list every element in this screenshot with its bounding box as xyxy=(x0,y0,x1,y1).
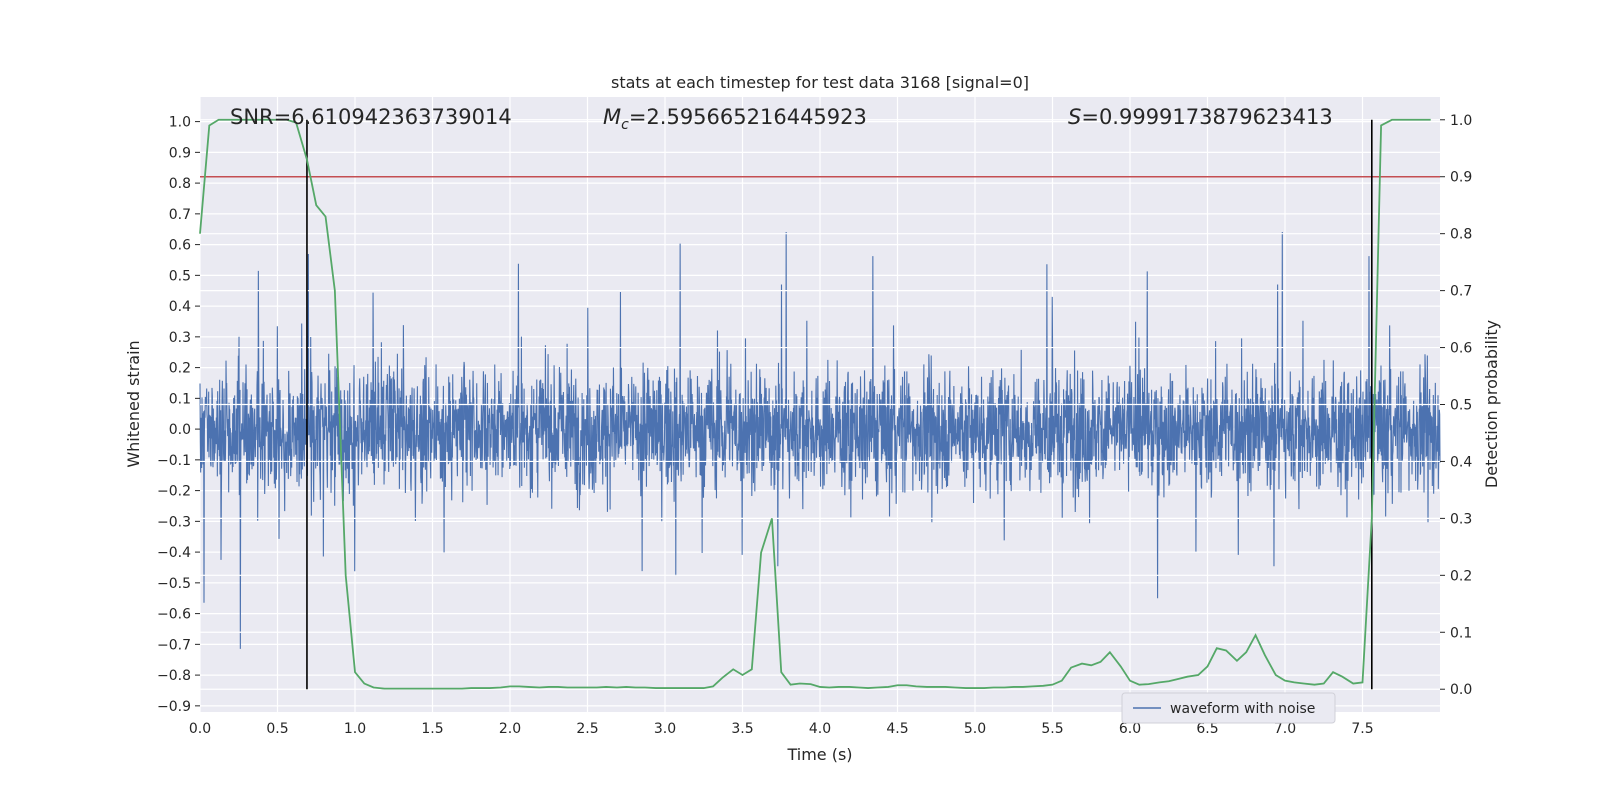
y-tick-label: −0.2 xyxy=(157,484,191,500)
x-tick-label: 3.5 xyxy=(731,721,753,737)
x-tick-label: 3.0 xyxy=(654,721,676,737)
y2-tick-label: 0.6 xyxy=(1450,341,1472,357)
chart-title: stats at each timestep for test data 316… xyxy=(611,73,1029,92)
legend: waveform with noise xyxy=(1121,692,1336,724)
s-annotation: S=0.9999173879623413 xyxy=(1068,105,1333,129)
y-tick-label: 0.2 xyxy=(169,361,191,377)
y2-tick-label: 0.0 xyxy=(1450,682,1472,698)
x-tick-label: 7.5 xyxy=(1351,721,1373,737)
mc-subscript: c xyxy=(621,117,629,133)
y2-tick-label: 0.7 xyxy=(1450,284,1472,300)
x-tick-label: 4.5 xyxy=(886,721,908,737)
probability-line xyxy=(199,118,1431,690)
y2-tick-label: 0.2 xyxy=(1450,568,1472,584)
overlay xyxy=(199,118,1440,690)
x-tick-label: 5.0 xyxy=(964,721,986,737)
y-tick-label: 0.5 xyxy=(169,268,191,284)
y-tick-label: −0.4 xyxy=(157,545,191,561)
x-axis-label: Time (s) xyxy=(786,745,852,764)
strain-line xyxy=(199,231,1441,649)
y-tick-label: 0.9 xyxy=(169,145,191,161)
y-tick-label: −0.8 xyxy=(157,668,191,684)
legend-label: waveform with noise xyxy=(1170,701,1315,717)
x-tick-label: 4.0 xyxy=(809,721,831,737)
snr-annotation: SNR=6.610942363739014 xyxy=(230,105,512,129)
y-tick-label: −0.5 xyxy=(157,576,191,592)
y2-tick-label: 1.0 xyxy=(1450,113,1472,129)
x-tick-label: 7.0 xyxy=(1274,721,1296,737)
y-tick-label: 0.6 xyxy=(169,238,191,254)
s-value: =0.9999173879623413 xyxy=(1081,105,1332,129)
y-tick-label: −0.3 xyxy=(157,514,191,530)
x-tick-label: 6.5 xyxy=(1196,721,1218,737)
mc-annotation: Mc=2.595665216445923 xyxy=(603,105,867,133)
y-axis-label: Whitened strain xyxy=(124,340,143,467)
x-tick-label: 0.5 xyxy=(266,721,288,737)
mc-symbol: M xyxy=(603,105,621,129)
y2-tick-label: 0.1 xyxy=(1450,625,1472,641)
y-tick-label: 0.8 xyxy=(169,176,191,192)
y2-tick-label: 0.5 xyxy=(1450,398,1472,414)
y-tick-label: −0.7 xyxy=(157,637,191,653)
mc-value: =2.595665216445923 xyxy=(629,105,867,129)
x-tick-label: 0.0 xyxy=(189,721,211,737)
s-symbol: S xyxy=(1068,105,1081,129)
y2-tick-label: 0.8 xyxy=(1450,227,1472,243)
x-tick-label: 2.0 xyxy=(499,721,521,737)
ticks: 0.0 0.5 1.0 1.5 2.0 2.5 3.0 3.5 4.0 4.5 5.0 5.5 6.0 6… xyxy=(157,113,1472,737)
y-tick-label: −0.1 xyxy=(157,453,191,469)
x-tick-label: 5.5 xyxy=(1041,721,1063,737)
legend-box xyxy=(1121,692,1336,724)
x-tick-label: 2.5 xyxy=(576,721,598,737)
x-tick-label: 1.5 xyxy=(421,721,443,737)
y-tick-label: 0.4 xyxy=(169,299,191,315)
y-tick-label: 0.1 xyxy=(169,391,191,407)
y-tick-label: 1.0 xyxy=(169,115,191,131)
y-tick-label: −0.9 xyxy=(157,699,191,715)
y-tick-label: −0.6 xyxy=(157,607,191,623)
y2-tick-label: 0.9 xyxy=(1450,170,1472,186)
y-tick-label: 0.3 xyxy=(169,330,191,346)
y-tick-label: 0.7 xyxy=(169,207,191,223)
x-tick-label: 1.0 xyxy=(344,721,366,737)
y-tick-label: 0.0 xyxy=(169,422,191,438)
y2-axis-label: Detection probability xyxy=(1482,320,1501,488)
x-tick-label: 6.0 xyxy=(1119,721,1141,737)
y2-tick-label: 0.4 xyxy=(1450,454,1472,470)
y2-tick-label: 0.3 xyxy=(1450,511,1472,527)
strain-series xyxy=(199,231,1441,649)
